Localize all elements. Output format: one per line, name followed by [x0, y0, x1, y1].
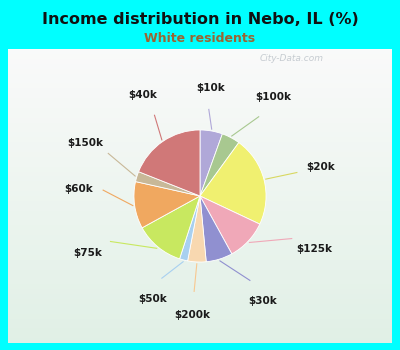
Text: $50k: $50k	[138, 294, 167, 304]
Bar	[8, 220, 392, 225]
Bar	[8, 88, 392, 93]
Bar	[8, 132, 392, 137]
Wedge shape	[134, 182, 200, 228]
Wedge shape	[138, 130, 200, 196]
Bar	[8, 318, 392, 323]
Bar	[8, 304, 392, 309]
Bar	[8, 235, 392, 240]
Bar	[8, 270, 392, 274]
Bar	[8, 328, 392, 333]
Bar	[8, 167, 392, 172]
Wedge shape	[180, 196, 200, 261]
Bar	[8, 54, 392, 59]
Bar	[8, 196, 392, 201]
Wedge shape	[200, 196, 232, 262]
Bar	[8, 98, 392, 103]
Wedge shape	[136, 172, 200, 196]
Wedge shape	[200, 196, 260, 254]
Bar	[8, 147, 392, 152]
Bar	[8, 176, 392, 181]
Bar	[8, 74, 392, 78]
Bar	[8, 49, 392, 54]
Text: Income distribution in Nebo, IL (%): Income distribution in Nebo, IL (%)	[42, 12, 358, 27]
Bar	[8, 284, 392, 289]
Text: City-Data.com: City-Data.com	[260, 54, 324, 63]
Text: $20k: $20k	[307, 162, 336, 172]
Bar	[8, 108, 392, 113]
Bar	[8, 289, 392, 294]
Bar	[8, 216, 392, 220]
Bar	[8, 206, 392, 211]
Bar	[8, 162, 392, 167]
Bar	[8, 211, 392, 216]
Text: $200k: $200k	[175, 310, 211, 320]
Text: $125k: $125k	[297, 244, 333, 254]
Bar	[8, 201, 392, 206]
Bar	[8, 59, 392, 64]
Bar	[8, 191, 392, 196]
Bar	[8, 172, 392, 176]
Bar	[8, 230, 392, 235]
Bar	[8, 69, 392, 74]
Bar	[8, 64, 392, 69]
Wedge shape	[188, 196, 206, 262]
Bar	[8, 78, 392, 83]
Bar	[8, 157, 392, 162]
Wedge shape	[200, 130, 222, 196]
Bar	[8, 225, 392, 230]
Bar	[8, 274, 392, 279]
Bar	[8, 127, 392, 132]
Bar	[8, 103, 392, 108]
Bar	[8, 299, 392, 304]
Bar	[8, 338, 392, 343]
Bar	[8, 142, 392, 147]
Bar	[8, 333, 392, 338]
Bar	[8, 245, 392, 250]
Bar	[8, 93, 392, 98]
Bar	[8, 152, 392, 157]
Bar	[8, 83, 392, 88]
Bar	[8, 137, 392, 142]
Text: $75k: $75k	[74, 248, 102, 258]
Bar	[8, 314, 392, 318]
Text: $40k: $40k	[129, 90, 158, 100]
Text: White residents: White residents	[144, 32, 256, 45]
Bar	[8, 240, 392, 245]
Wedge shape	[200, 142, 266, 224]
Wedge shape	[142, 196, 200, 259]
Text: $60k: $60k	[64, 184, 93, 194]
Bar	[8, 323, 392, 328]
Bar	[8, 255, 392, 260]
Wedge shape	[200, 134, 239, 196]
Bar	[8, 181, 392, 186]
Text: $150k: $150k	[67, 138, 103, 148]
Bar	[8, 186, 392, 191]
Bar	[8, 250, 392, 255]
Bar	[8, 118, 392, 122]
Text: $100k: $100k	[255, 92, 291, 102]
Bar	[8, 309, 392, 314]
Bar	[8, 122, 392, 127]
Bar	[8, 260, 392, 265]
Bar	[8, 294, 392, 299]
Text: $30k: $30k	[248, 296, 277, 307]
Bar	[8, 265, 392, 270]
Bar	[8, 279, 392, 284]
Text: $10k: $10k	[197, 83, 225, 93]
Bar	[8, 113, 392, 118]
